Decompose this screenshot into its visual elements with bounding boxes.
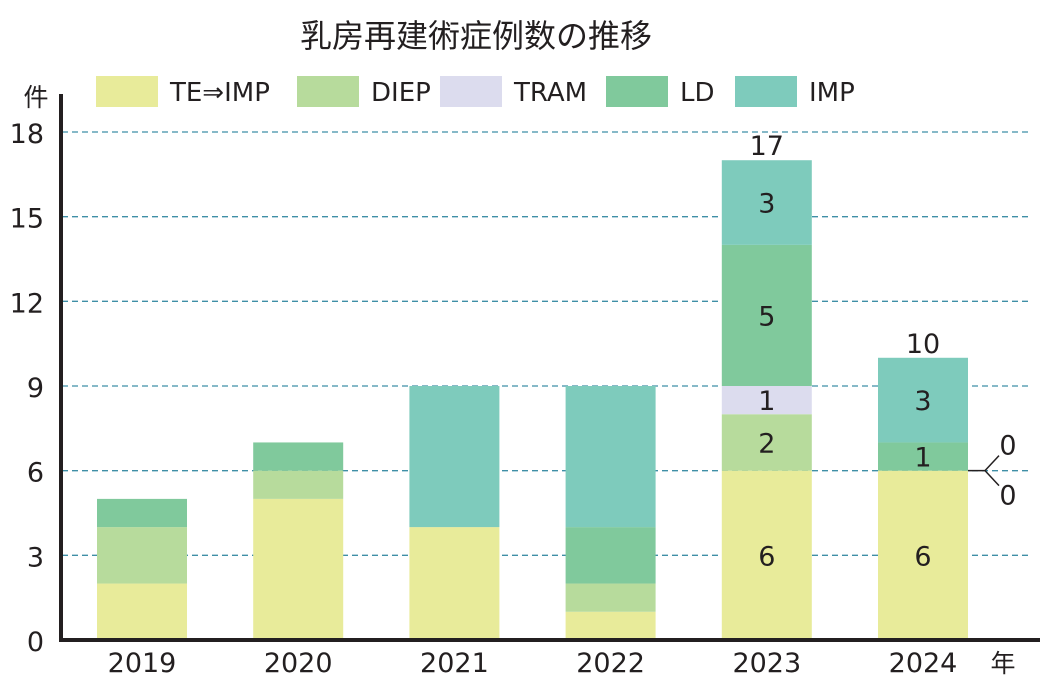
bar-segment <box>97 498 187 528</box>
y-tick-label: 0 <box>27 627 44 658</box>
bar-segment <box>721 386 812 415</box>
x-tick-label: 2021 <box>420 648 489 679</box>
y-tick-label: 9 <box>27 373 44 404</box>
segment-value-label: 2 <box>758 428 775 459</box>
bar-segment <box>97 527 187 584</box>
y-tick-label: 12 <box>10 288 44 319</box>
callout-line <box>984 455 1000 472</box>
bar-segment <box>409 527 500 640</box>
x-tick-label: 2020 <box>264 648 333 679</box>
bar-segment <box>565 527 656 584</box>
bar-segment <box>97 583 187 640</box>
legend: TE⇒IMP DIEP TRAM LD IMP <box>96 76 855 108</box>
legend-label: TRAM <box>513 78 587 108</box>
y-axis-label: 件 <box>23 83 48 112</box>
legend-label: IMP <box>809 78 855 108</box>
annotations: 6 2 1 5 3 17 6 1 3 10 0 0 <box>750 131 1017 572</box>
callout-label: 0 <box>999 481 1016 512</box>
callout-line <box>984 470 1000 487</box>
total-label: 10 <box>906 329 940 360</box>
bar-segment <box>253 498 344 640</box>
y-tick-label: 18 <box>10 119 44 150</box>
bar-segment <box>878 357 968 443</box>
segment-value-label: 1 <box>914 443 931 474</box>
gridlines <box>62 131 1030 556</box>
callout-label: 0 <box>999 431 1016 462</box>
x-tick-label: 2019 <box>108 648 177 679</box>
bar-segment <box>721 244 812 386</box>
bar-segment <box>409 386 500 528</box>
y-tick-label: 6 <box>27 458 44 489</box>
legend-label: DIEP <box>371 78 431 108</box>
bar-segment <box>253 470 344 499</box>
segment-value-label: 1 <box>758 386 775 417</box>
segment-value-label: 6 <box>758 541 775 572</box>
x-tick-label: 2024 <box>889 648 958 679</box>
x-axis-ticks: 2019 2020 2021 2022 2023 2024 <box>108 648 958 679</box>
legend-swatch <box>297 76 359 107</box>
bar-segment <box>565 583 656 612</box>
segment-value-label: 6 <box>914 541 931 572</box>
y-axis-ticks: 0 3 6 9 12 15 18 <box>10 119 44 658</box>
legend-label: LD <box>680 78 715 108</box>
legend-swatch <box>96 76 158 107</box>
bars <box>97 160 968 640</box>
segment-value-label: 3 <box>758 189 775 220</box>
total-label: 17 <box>750 131 784 162</box>
bar-segment <box>721 414 812 471</box>
legend-swatch <box>606 76 668 107</box>
x-tick-label: 2023 <box>732 648 801 679</box>
bar-segment <box>565 611 656 640</box>
chart-title: 乳房再建術症例数の推移 <box>300 17 652 55</box>
x-axis-label: 年 <box>990 649 1015 678</box>
bar-segment <box>721 470 812 640</box>
segment-value-label: 3 <box>914 386 931 417</box>
legend-swatch <box>735 76 797 107</box>
bar-segment <box>878 470 968 640</box>
y-tick-label: 15 <box>10 204 44 235</box>
y-tick-label: 3 <box>27 542 44 573</box>
segment-value-label: 5 <box>758 301 775 332</box>
x-tick-label: 2022 <box>576 648 645 679</box>
legend-label: TE⇒IMP <box>169 78 270 108</box>
legend-swatch <box>440 76 502 107</box>
bar-segment <box>253 442 344 471</box>
bar-segment <box>565 386 656 528</box>
bar-segment <box>721 160 812 245</box>
bar-segment <box>878 442 968 471</box>
